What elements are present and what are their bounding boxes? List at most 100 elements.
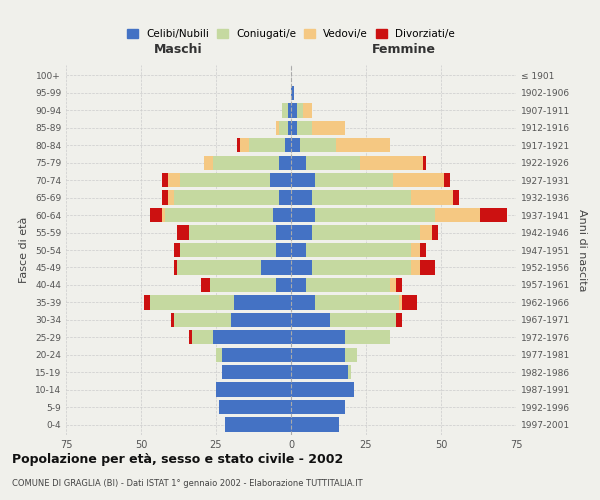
- Bar: [162, 173, 168, 188]
- Bar: [291, 295, 315, 310]
- Bar: [435, 208, 480, 222]
- Bar: [360, 156, 423, 170]
- Bar: [231, 312, 291, 327]
- Bar: [312, 260, 411, 274]
- Bar: [210, 278, 276, 292]
- Bar: [270, 173, 291, 188]
- Bar: [423, 156, 426, 170]
- Bar: [291, 243, 306, 257]
- Bar: [288, 103, 291, 118]
- Bar: [291, 103, 297, 118]
- Text: Popolazione per età, sesso e stato civile - 2002: Popolazione per età, sesso e stato civil…: [12, 452, 343, 466]
- Bar: [480, 208, 507, 222]
- Bar: [279, 156, 291, 170]
- Bar: [276, 243, 291, 257]
- Bar: [297, 120, 312, 135]
- Bar: [420, 243, 426, 257]
- Bar: [168, 173, 180, 188]
- Bar: [291, 330, 345, 344]
- Bar: [273, 208, 291, 222]
- Bar: [336, 138, 390, 152]
- Bar: [225, 418, 291, 432]
- Text: Maschi: Maschi: [154, 44, 203, 57]
- Bar: [306, 278, 390, 292]
- Bar: [162, 208, 165, 222]
- Bar: [291, 382, 354, 397]
- Bar: [279, 190, 291, 205]
- Bar: [150, 208, 162, 222]
- Bar: [216, 348, 222, 362]
- Bar: [396, 278, 402, 292]
- Bar: [291, 86, 294, 100]
- Bar: [399, 295, 402, 310]
- Bar: [174, 260, 177, 274]
- Bar: [291, 120, 297, 135]
- Bar: [288, 120, 291, 135]
- Bar: [315, 208, 435, 222]
- Bar: [204, 156, 213, 170]
- Bar: [222, 365, 291, 380]
- Bar: [291, 312, 330, 327]
- Bar: [420, 260, 435, 274]
- Bar: [291, 190, 312, 205]
- Bar: [162, 190, 168, 205]
- Bar: [177, 226, 189, 239]
- Bar: [453, 190, 459, 205]
- Bar: [192, 330, 213, 344]
- Bar: [402, 295, 417, 310]
- Bar: [432, 226, 438, 239]
- Bar: [312, 120, 345, 135]
- Bar: [315, 173, 393, 188]
- Bar: [150, 295, 234, 310]
- Bar: [444, 173, 450, 188]
- Bar: [174, 243, 180, 257]
- Bar: [390, 278, 396, 292]
- Bar: [345, 330, 390, 344]
- Bar: [276, 120, 279, 135]
- Bar: [177, 260, 261, 274]
- Text: Femmine: Femmine: [371, 44, 436, 57]
- Bar: [348, 365, 351, 380]
- Bar: [291, 260, 312, 274]
- Bar: [291, 138, 300, 152]
- Bar: [315, 295, 399, 310]
- Bar: [279, 120, 288, 135]
- Bar: [180, 243, 276, 257]
- Bar: [312, 226, 420, 239]
- Bar: [171, 312, 174, 327]
- Bar: [201, 278, 210, 292]
- Bar: [291, 418, 339, 432]
- Bar: [291, 156, 306, 170]
- Bar: [303, 103, 312, 118]
- Bar: [174, 312, 231, 327]
- Bar: [306, 243, 411, 257]
- Bar: [189, 226, 276, 239]
- Y-axis label: Fasce di età: Fasce di età: [19, 217, 29, 283]
- Bar: [234, 295, 291, 310]
- Bar: [411, 260, 420, 274]
- Bar: [249, 138, 285, 152]
- Bar: [297, 103, 303, 118]
- Bar: [345, 348, 357, 362]
- Bar: [276, 226, 291, 239]
- Bar: [330, 312, 396, 327]
- Bar: [393, 173, 444, 188]
- Bar: [411, 190, 453, 205]
- Bar: [291, 400, 345, 414]
- Bar: [411, 243, 420, 257]
- Bar: [222, 348, 291, 362]
- Bar: [291, 348, 345, 362]
- Bar: [312, 190, 411, 205]
- Y-axis label: Anni di nascita: Anni di nascita: [577, 209, 587, 291]
- Bar: [174, 190, 279, 205]
- Bar: [213, 156, 279, 170]
- Bar: [285, 138, 291, 152]
- Bar: [219, 400, 291, 414]
- Bar: [168, 190, 174, 205]
- Bar: [216, 382, 291, 397]
- Bar: [306, 156, 360, 170]
- Bar: [276, 278, 291, 292]
- Bar: [291, 173, 315, 188]
- Bar: [213, 330, 291, 344]
- Bar: [291, 278, 306, 292]
